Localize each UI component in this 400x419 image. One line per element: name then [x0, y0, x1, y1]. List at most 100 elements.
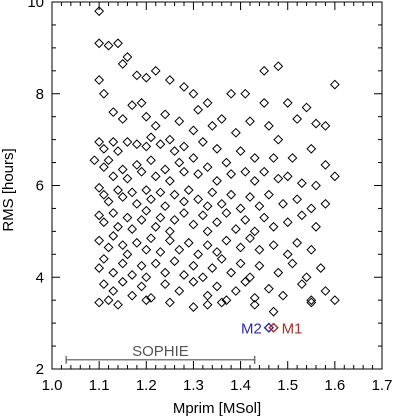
data-point	[202, 162, 213, 173]
data-point	[245, 233, 255, 244]
data-point	[155, 139, 166, 150]
data-point	[146, 233, 156, 244]
data-point	[240, 214, 251, 225]
data-point	[127, 100, 138, 111]
x-tick-label: 1.5	[277, 377, 298, 394]
data-point	[193, 169, 204, 179]
data-point	[212, 247, 222, 257]
data-point	[216, 114, 227, 124]
data-point	[150, 65, 161, 76]
y-tick-label: 6	[36, 178, 44, 195]
data-point	[202, 240, 213, 251]
data-point	[164, 297, 175, 308]
x-tick-label: 1.2	[136, 377, 157, 394]
data-point	[108, 286, 119, 296]
data-point	[164, 226, 175, 237]
data-point	[292, 194, 303, 205]
data-point	[127, 290, 138, 301]
data-point	[98, 88, 109, 99]
data-point	[249, 299, 260, 310]
data-point	[193, 249, 204, 260]
data-point	[179, 196, 189, 207]
data-point	[216, 297, 227, 308]
data-point	[174, 116, 185, 127]
data-point	[169, 256, 180, 267]
data-point	[150, 171, 161, 182]
data-point	[212, 176, 222, 186]
data-point	[131, 159, 142, 170]
data-point	[122, 137, 133, 147]
data-point	[136, 281, 147, 292]
data-point	[235, 146, 246, 157]
y-tick-label: 4	[36, 269, 44, 286]
data-point	[249, 176, 260, 186]
data-point	[249, 292, 260, 303]
data-point	[259, 98, 270, 108]
data-point	[202, 290, 213, 301]
data-point	[127, 187, 138, 198]
data-point	[292, 114, 303, 124]
data-point	[117, 59, 128, 69]
data-point	[117, 240, 128, 251]
data-point	[155, 212, 166, 223]
data-point	[108, 107, 119, 118]
data-point	[164, 176, 175, 186]
data-point	[94, 6, 105, 17]
data-point	[197, 272, 208, 283]
data-point	[136, 260, 147, 271]
data-point	[197, 137, 208, 147]
data-point	[131, 198, 142, 209]
data-point	[296, 210, 307, 221]
data-point	[179, 270, 189, 280]
data-point	[94, 263, 105, 273]
data-point	[301, 272, 312, 283]
data-point	[94, 297, 105, 308]
data-point	[141, 72, 152, 83]
data-point	[136, 214, 147, 225]
data-point	[113, 146, 123, 157]
data-point	[273, 61, 284, 72]
data-point	[249, 226, 260, 237]
data-point	[150, 258, 161, 269]
data-point	[141, 141, 152, 152]
data-point	[113, 38, 123, 49]
data-point	[226, 169, 237, 179]
data-point	[131, 139, 142, 150]
data-point	[221, 208, 232, 218]
data-point	[202, 226, 213, 237]
data-point	[230, 224, 241, 234]
data-point	[315, 263, 326, 273]
data-point	[179, 81, 189, 92]
highlight-points	[263, 322, 279, 333]
data-point	[188, 88, 199, 99]
data-point	[150, 120, 161, 131]
data-point	[188, 219, 199, 230]
data-point	[179, 166, 189, 177]
data-point	[113, 299, 123, 310]
data-point	[169, 146, 180, 157]
data-point	[122, 249, 133, 260]
m2-label: M2	[241, 321, 262, 338]
data-point	[174, 286, 185, 296]
data-point	[207, 263, 218, 273]
data-point	[108, 267, 119, 278]
data-point	[282, 171, 293, 182]
data-point	[230, 286, 241, 296]
data-point	[235, 258, 246, 269]
data-point	[306, 297, 317, 308]
x-tick-label: 1.4	[230, 377, 251, 394]
data-point	[164, 134, 175, 145]
data-point	[146, 292, 156, 303]
y-tick-label: 10	[27, 0, 44, 11]
data-point	[98, 143, 109, 154]
x-tick-label: 1.3	[183, 377, 204, 394]
data-point	[98, 217, 109, 228]
data-point	[311, 118, 321, 129]
data-point	[98, 253, 109, 264]
data-point	[141, 185, 152, 195]
m1-point	[268, 322, 279, 333]
data-point	[245, 116, 255, 127]
data-point	[193, 194, 204, 205]
data-point	[94, 75, 105, 85]
